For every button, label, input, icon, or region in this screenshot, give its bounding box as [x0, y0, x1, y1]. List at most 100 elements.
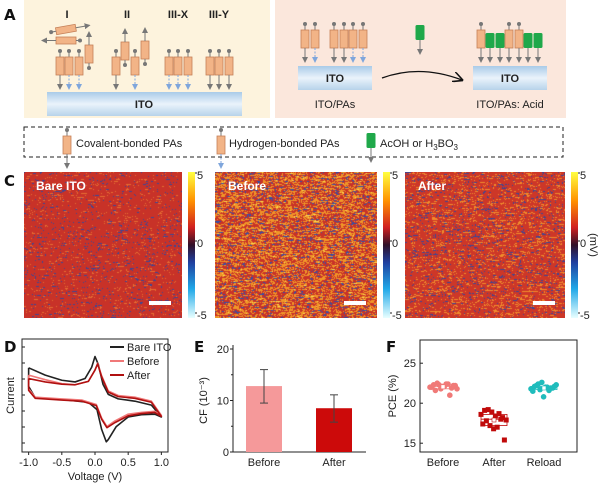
panel-label-a: A	[4, 6, 16, 24]
y-axis-label: PCE (%)	[387, 375, 399, 418]
pa-head-dot	[479, 22, 483, 26]
legend-label: Before	[127, 356, 159, 368]
ito-label-a: ITO	[135, 99, 154, 111]
y-tick-label: 20	[404, 398, 416, 410]
pa-head-dot	[176, 49, 180, 53]
y-axis-label: CF (10⁻³)	[198, 377, 210, 424]
pa-body	[183, 56, 193, 76]
data-point	[539, 379, 545, 386]
kpfm-map-bare-ito	[24, 172, 182, 318]
pa-body	[173, 56, 183, 76]
data-point	[480, 421, 486, 427]
pa-body	[514, 29, 524, 49]
data-point	[491, 426, 497, 432]
data-point	[498, 416, 504, 422]
pa-head-dot	[58, 49, 62, 53]
colorbar-tick-label: 0	[580, 238, 586, 250]
legend-label: Bare ITO	[127, 342, 172, 354]
pa-body	[64, 56, 74, 76]
pa-head-dot	[342, 22, 346, 26]
data-point	[533, 382, 540, 389]
acid-body	[533, 33, 543, 48]
data-point	[492, 413, 498, 419]
pa-head-dot	[219, 128, 223, 132]
pa-head-dot	[303, 22, 307, 26]
colorbar-tick-label: -5	[197, 310, 207, 322]
pa-head-dot	[78, 38, 82, 43]
x-tick-label: Before	[427, 457, 459, 469]
colorbar-unit: (mV)	[587, 233, 599, 257]
pa-body	[84, 44, 94, 64]
y-axis-label: Current	[5, 377, 17, 414]
scale-bar-3	[533, 301, 555, 305]
x-tick-label: 0.5	[121, 457, 136, 469]
pa-head-dot	[114, 49, 118, 53]
x-tick-label: Reload	[527, 457, 562, 469]
pa-body	[111, 56, 121, 76]
mean-marker	[491, 417, 497, 423]
panel-label-f: F	[386, 338, 396, 356]
colorbar	[383, 172, 390, 318]
pa-head-dot	[87, 66, 91, 70]
y-tick-label: 0	[223, 447, 229, 459]
panel-label-c: C	[4, 172, 15, 190]
free-acid-arrow	[75, 23, 91, 30]
mean-marker	[440, 384, 446, 390]
scale-bar-1	[149, 301, 171, 305]
legend-box	[23, 126, 564, 158]
pa-body	[216, 135, 226, 155]
acid-body	[366, 133, 376, 148]
legend-icons	[62, 128, 376, 169]
ito-label-left: ITO	[326, 73, 345, 85]
caption-ito-pas: ITO/PAs	[315, 99, 356, 111]
x-tick-label: -1.0	[19, 457, 38, 469]
data-point	[487, 423, 493, 429]
colorbar	[188, 172, 195, 318]
pa-body	[339, 29, 349, 49]
panel-label-d: D	[4, 338, 16, 356]
pa-head-dot	[227, 49, 231, 53]
y-tick-label: 20	[217, 344, 229, 356]
mean-marker	[541, 385, 547, 391]
pa-body	[504, 29, 514, 49]
data-point	[501, 437, 507, 443]
y-tick-label: 25	[404, 358, 416, 370]
pa-body	[164, 56, 174, 76]
pa-body	[300, 29, 310, 49]
pa-body	[329, 29, 339, 49]
pa-head-dot	[77, 49, 81, 53]
pa-molecules-a	[41, 23, 234, 90]
ito-label-right: ITO	[501, 73, 520, 85]
ito-substrate-right	[473, 66, 547, 90]
x-axis-label: Voltage (V)	[68, 471, 122, 483]
pa-head-dot	[361, 22, 365, 26]
x-tick-label: After	[322, 457, 346, 469]
tilted-pa	[49, 23, 91, 36]
pa-head-dot	[167, 49, 171, 53]
pa-head-dot	[67, 49, 71, 53]
pa-body	[62, 135, 72, 155]
data-point	[489, 409, 495, 415]
colorbar-tick-label: 5	[197, 170, 203, 182]
data-point	[496, 411, 502, 417]
mode-label-iii-x: III-X	[168, 9, 189, 21]
colorbars: 5 0 -5 5 0 -5 5 0 -5	[188, 170, 590, 322]
data-point	[537, 386, 543, 393]
kpfm-map-after	[405, 172, 565, 318]
data-point	[454, 386, 460, 392]
x-tick-label: After	[482, 457, 506, 469]
pa-head-dot	[186, 49, 190, 53]
pa-head-dot	[123, 63, 127, 67]
data-point	[429, 384, 435, 391]
map-label-bare-ito: Bare ITO	[36, 179, 86, 193]
y-tick-label: 10	[217, 396, 229, 408]
map-label-before: Before	[228, 179, 267, 193]
colorbar-tick-label: 5	[392, 170, 398, 182]
pa-head-dot	[133, 49, 137, 53]
mode-label-iii-y: III-Y	[209, 9, 230, 21]
colorbar-tick-label: 0	[197, 238, 203, 250]
x-tick-label: Before	[248, 457, 280, 469]
acid-body	[485, 33, 495, 48]
pa-body	[74, 56, 84, 76]
